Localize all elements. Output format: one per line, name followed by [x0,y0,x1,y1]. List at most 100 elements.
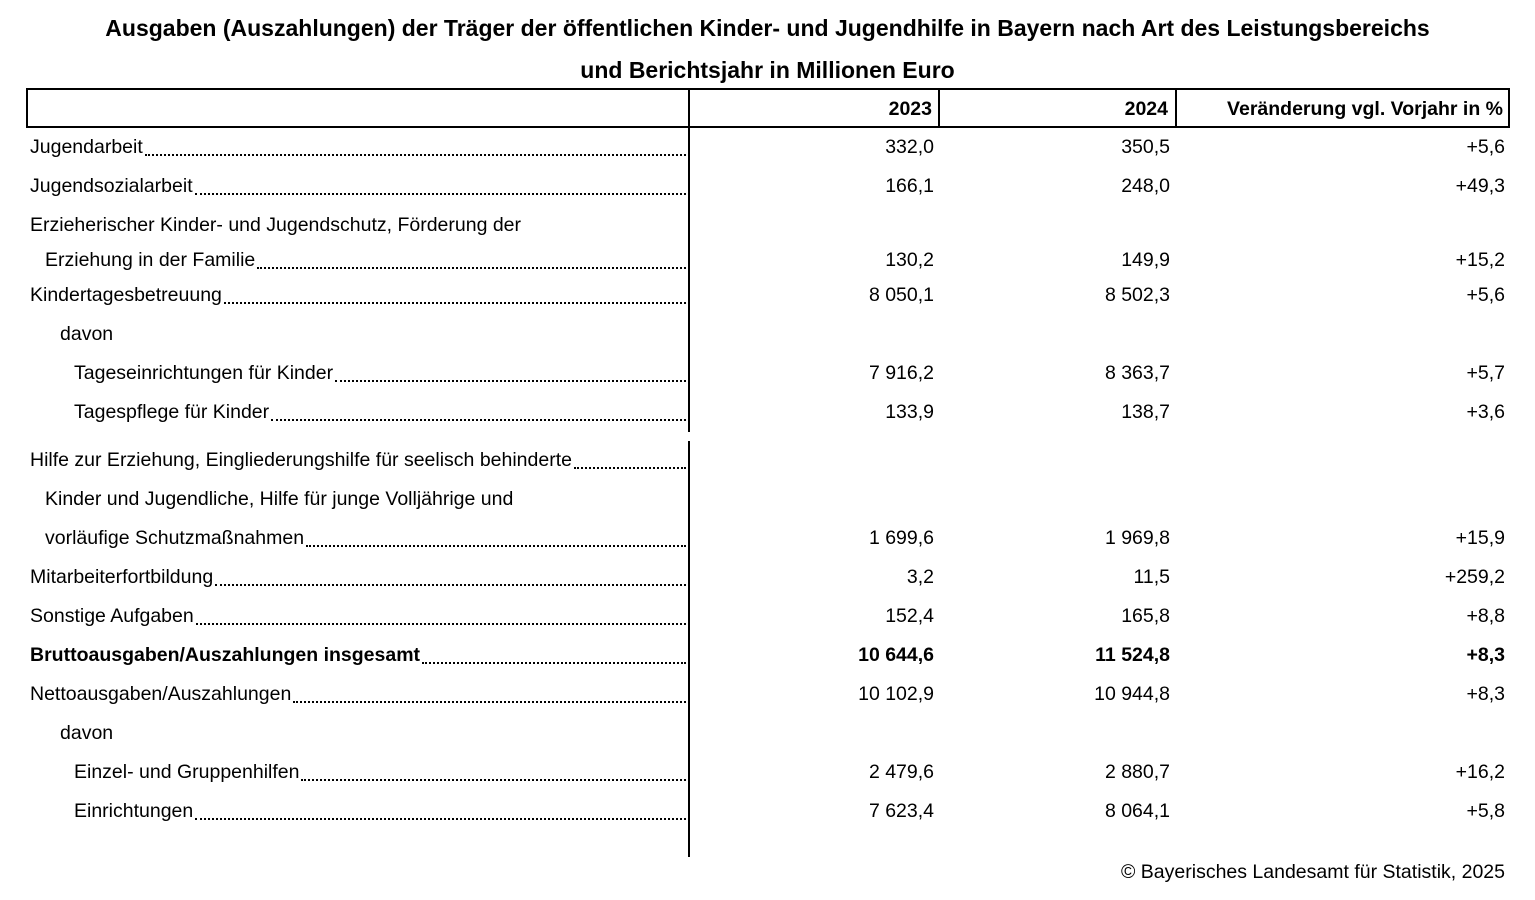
value-2024: 138,7 [1121,401,1170,423]
value-2024: 11,5 [1133,566,1170,588]
row-label: davon [60,323,114,345]
row-label: Jugendsozialarbeit [30,175,193,197]
row-label: davon [60,722,114,744]
value-2023: 2 479,6 [868,761,934,783]
row-label-cell: Erziehung in der Familie [26,245,690,276]
value-2023: 332,0 [885,136,934,158]
value-change: +8,3 [1466,644,1506,666]
value-2023: 166,1 [885,175,934,197]
value-2024: 165,8 [1121,605,1170,627]
value-change: +15,9 [1455,527,1505,549]
dot-leader [335,379,686,382]
value-2023: 152,4 [885,605,934,627]
value-2023: 3,2 [906,566,934,588]
dot-leader [422,661,686,664]
value-change: +5,6 [1466,284,1506,306]
table-row: Kindertagesbetreuung 8 050,1 8 502,3 +5,6 [26,276,1510,315]
dot-leader [301,778,686,781]
row-label: Erzieherischer Kinder- und Jugendschutz,… [30,214,522,236]
value-2023: 7 916,2 [868,362,934,384]
row-label: Sonstige Aufgaben [30,605,194,627]
header-cell-2024: 2024 [940,90,1177,126]
row-label-cell: Hilfe zur Erziehung, Eingliederungshilfe… [26,441,690,480]
row-label-cell: Erzieherischer Kinder- und Jugendschutz,… [26,206,690,245]
table-row: Erzieherischer Kinder- und Jugendschutz,… [26,206,1510,245]
tail-spacer-label-cell [26,831,690,857]
row-label-cell: Tageseinrichtungen für Kinder [26,354,690,393]
value-2024: 8 363,7 [1104,362,1170,384]
row-label-cell: Bruttoausgaben/Auszahlungen insgesamt [26,636,690,675]
value-2023: 10 102,9 [858,683,934,705]
expenditure-table: 2023 2024 Veränderung vgl. Vorjahr in % … [26,88,1510,857]
row-label-cell: vorläufige Schutzmaßnahmen [26,519,690,558]
dot-leader [573,466,686,469]
value-change: +8,8 [1466,605,1506,627]
table-row: Bruttoausgaben/Auszahlungen insgesamt 10 … [26,636,1510,675]
table-row: Einrichtungen 7 623,4 8 064,1 +5,8 [26,792,1510,831]
dot-leader [195,817,686,820]
row-label-cell: Jugendsozialarbeit [26,167,690,206]
row-label: Tageseinrichtungen für Kinder [74,362,334,384]
value-2023: 8 050,1 [868,284,934,306]
row-label-cell: Sonstige Aufgaben [26,597,690,636]
table-row: Sonstige Aufgaben 152,4 165,8 +8,8 [26,597,1510,636]
table-row: davon [26,714,1510,753]
value-2024: 1 969,8 [1104,527,1170,549]
value-2024: 11 524,8 [1095,644,1170,666]
value-2023: 1 699,6 [868,527,934,549]
row-label: Mitarbeiterfortbildung [30,566,214,588]
value-2023: 130,2 [885,249,934,271]
dot-leader [144,153,686,156]
row-label: Erziehung in der Familie [45,249,256,271]
value-2024: 8 502,3 [1104,284,1170,306]
row-label: Einzel- und Gruppenhilfen [74,761,300,783]
value-change: +16,2 [1455,761,1505,783]
table-header-row: 2023 2024 Veränderung vgl. Vorjahr in % [26,88,1510,128]
table-row: Erziehung in der Familie 130,2 149,9 +15,2 [26,245,1510,276]
row-label: Bruttoausgaben/Auszahlungen insgesamt [30,644,421,666]
table-row: Mitarbeiterfortbildung 3,2 11,5 +259,2 [26,558,1510,597]
table-row: davon [26,315,1510,354]
table-row: vorläufige Schutzmaßnahmen 1 699,6 1 969,8… [26,519,1510,558]
value-2023: 7 623,4 [868,800,934,822]
row-label-cell: davon [26,714,690,753]
value-2024: 350,5 [1121,136,1170,158]
row-label: Hilfe zur Erziehung, Eingliederungshilfe… [30,449,572,471]
row-label: vorläufige Schutzmaßnahmen [45,527,305,549]
value-2024: 2 880,7 [1104,761,1170,783]
value-change: +49,3 [1455,175,1505,197]
row-label: Nettoausgaben/Auszahlungen [30,683,292,705]
table-tail-spacer [26,831,1510,857]
row-label: Jugendarbeit [30,136,143,158]
dot-leader [194,192,686,195]
dot-leader [271,418,686,421]
copyright-notice: © Bayerisches Landesamt für Statistik, 2… [1121,861,1505,883]
value-2024: 248,0 [1121,175,1170,197]
row-label-cell: Jugendarbeit [26,128,690,167]
page-title: Ausgaben (Auszahlungen) der Träger der ö… [105,15,1430,83]
row-label-cell: davon [26,315,690,354]
table-row: Hilfe zur Erziehung, Eingliederungshilfe… [26,441,1510,480]
table-body: Jugendarbeit 332,0 350,5 +5,6 Jugendsozialar… [26,128,1510,831]
header-cell-change: Veränderung vgl. Vorjahr in % [1227,98,1503,120]
row-label: Einrichtungen [74,800,194,822]
value-2024: 8 064,1 [1104,800,1170,822]
dot-leader [257,266,686,269]
table-row: Nettoausgaben/Auszahlungen 10 102,9 10 944… [26,675,1510,714]
value-change: +5,7 [1466,362,1506,384]
table-row: Tagespflege für Kinder 133,9 138,7 +3,6 [26,393,1510,432]
value-change: +259,2 [1444,566,1505,588]
dot-leader [215,583,686,586]
value-change: +15,2 [1455,249,1505,271]
table-row: Kinder und Jugendliche, Hilfe für junge … [26,480,1510,519]
table-row: Jugendarbeit 332,0 350,5 +5,6 [26,128,1510,167]
value-change: +5,6 [1466,136,1506,158]
table-row: Jugendsozialarbeit 166,1 248,0 +49,3 [26,167,1510,206]
dot-leader [293,700,686,703]
value-2024: 10 944,8 [1094,683,1170,705]
value-change: +8,3 [1466,683,1506,705]
dot-leader [306,544,686,547]
row-label-cell: Nettoausgaben/Auszahlungen [26,675,690,714]
row-label-cell: Kindertagesbetreuung [26,276,690,315]
